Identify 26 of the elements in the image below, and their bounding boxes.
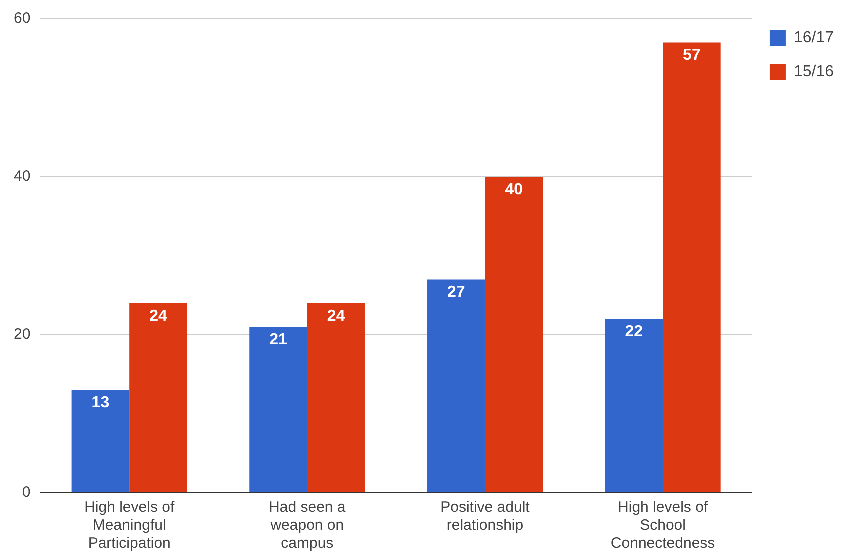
x-tick-label: Positive adult relationship [440,499,531,534]
y-tick-label: 40 [14,168,31,186]
y-tick-label: 60 [14,10,31,28]
bar [130,303,188,492]
data-label: 40 [505,181,524,198]
bar [605,319,664,492]
legend-label: 15/16 [794,63,834,80]
x-tick-label: Had seen a weapon on campus [269,499,346,552]
x-tick-label: High levels of Meaningful Participation [84,499,176,552]
data-label: 57 [683,47,701,64]
bar [250,327,308,492]
y-tick-label: 20 [14,326,31,344]
data-label: 13 [92,394,110,412]
bar [72,390,130,492]
bar [663,42,721,492]
bar [427,280,486,492]
data-label: 21 [270,332,288,349]
data-label: 24 [150,308,168,325]
legend-label: 16/17 [794,29,834,46]
data-label: 24 [327,308,346,325]
y-tick-label: 0 [22,484,31,502]
data-label: 27 [447,284,466,302]
bar [307,303,366,492]
x-tick-label: High levels of School Connectedness [610,499,716,552]
data-label: 22 [625,324,644,341]
bar [485,177,544,492]
